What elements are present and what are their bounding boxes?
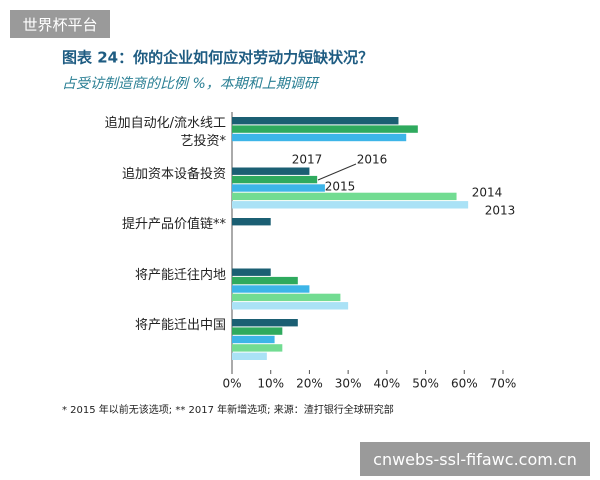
bar (232, 327, 283, 335)
bar (232, 276, 298, 285)
x-tick-label: 40% (374, 377, 401, 391)
bar (232, 201, 469, 209)
bar (232, 117, 399, 125)
x-tick-label: 0% (222, 377, 241, 391)
bar (232, 175, 318, 184)
bar (232, 319, 298, 327)
category-label: 将产能迁出中国 (134, 318, 226, 333)
legend-label: 2017 (292, 153, 323, 167)
category-label: 提升产品价值链** (121, 217, 226, 232)
x-tick-label: 60% (451, 377, 478, 391)
bar (232, 218, 271, 226)
bar (232, 184, 325, 192)
x-tick-label: 70% (490, 377, 517, 391)
bar (232, 133, 407, 142)
chart-title: 图表 24：你的企业如何应对劳动力短缺状况？ (62, 49, 373, 67)
footnote: * 2015 年以前无该选项; ** 2017 年新增选项; 来源：渣打银行全球… (62, 403, 394, 416)
leader-line (317, 163, 357, 181)
bar (232, 125, 418, 133)
x-tick-label: 20% (296, 377, 323, 391)
bar (232, 268, 271, 276)
x-tick-label: 50% (412, 377, 439, 391)
bar (232, 335, 275, 344)
legend-label: 2013 (485, 204, 516, 218)
category-label: 追加资本设备投资 (121, 166, 226, 182)
bar (232, 293, 341, 302)
category-label: 追加自动化/流水线工艺投资* (104, 116, 226, 149)
x-tick-label: 30% (335, 377, 362, 391)
chart-subtitle: 占受访制造商的比例 %，本期和上期调研 (62, 76, 320, 92)
legend-label: 2015 (325, 180, 356, 194)
category-label: 将产能迁往内地 (134, 267, 226, 283)
bar (232, 344, 283, 352)
watermark: 世界杯平台 (10, 10, 110, 38)
legend-label: 2014 (472, 186, 503, 200)
bar (232, 302, 349, 310)
bar (232, 167, 310, 175)
x-tick-label: 10% (257, 377, 284, 391)
legend-label: 2016 (357, 153, 388, 167)
watermark: cnwebs-ssl-fifawc.com.cn (360, 442, 590, 476)
bar (232, 192, 457, 201)
bar (232, 352, 267, 360)
bar (232, 285, 310, 293)
